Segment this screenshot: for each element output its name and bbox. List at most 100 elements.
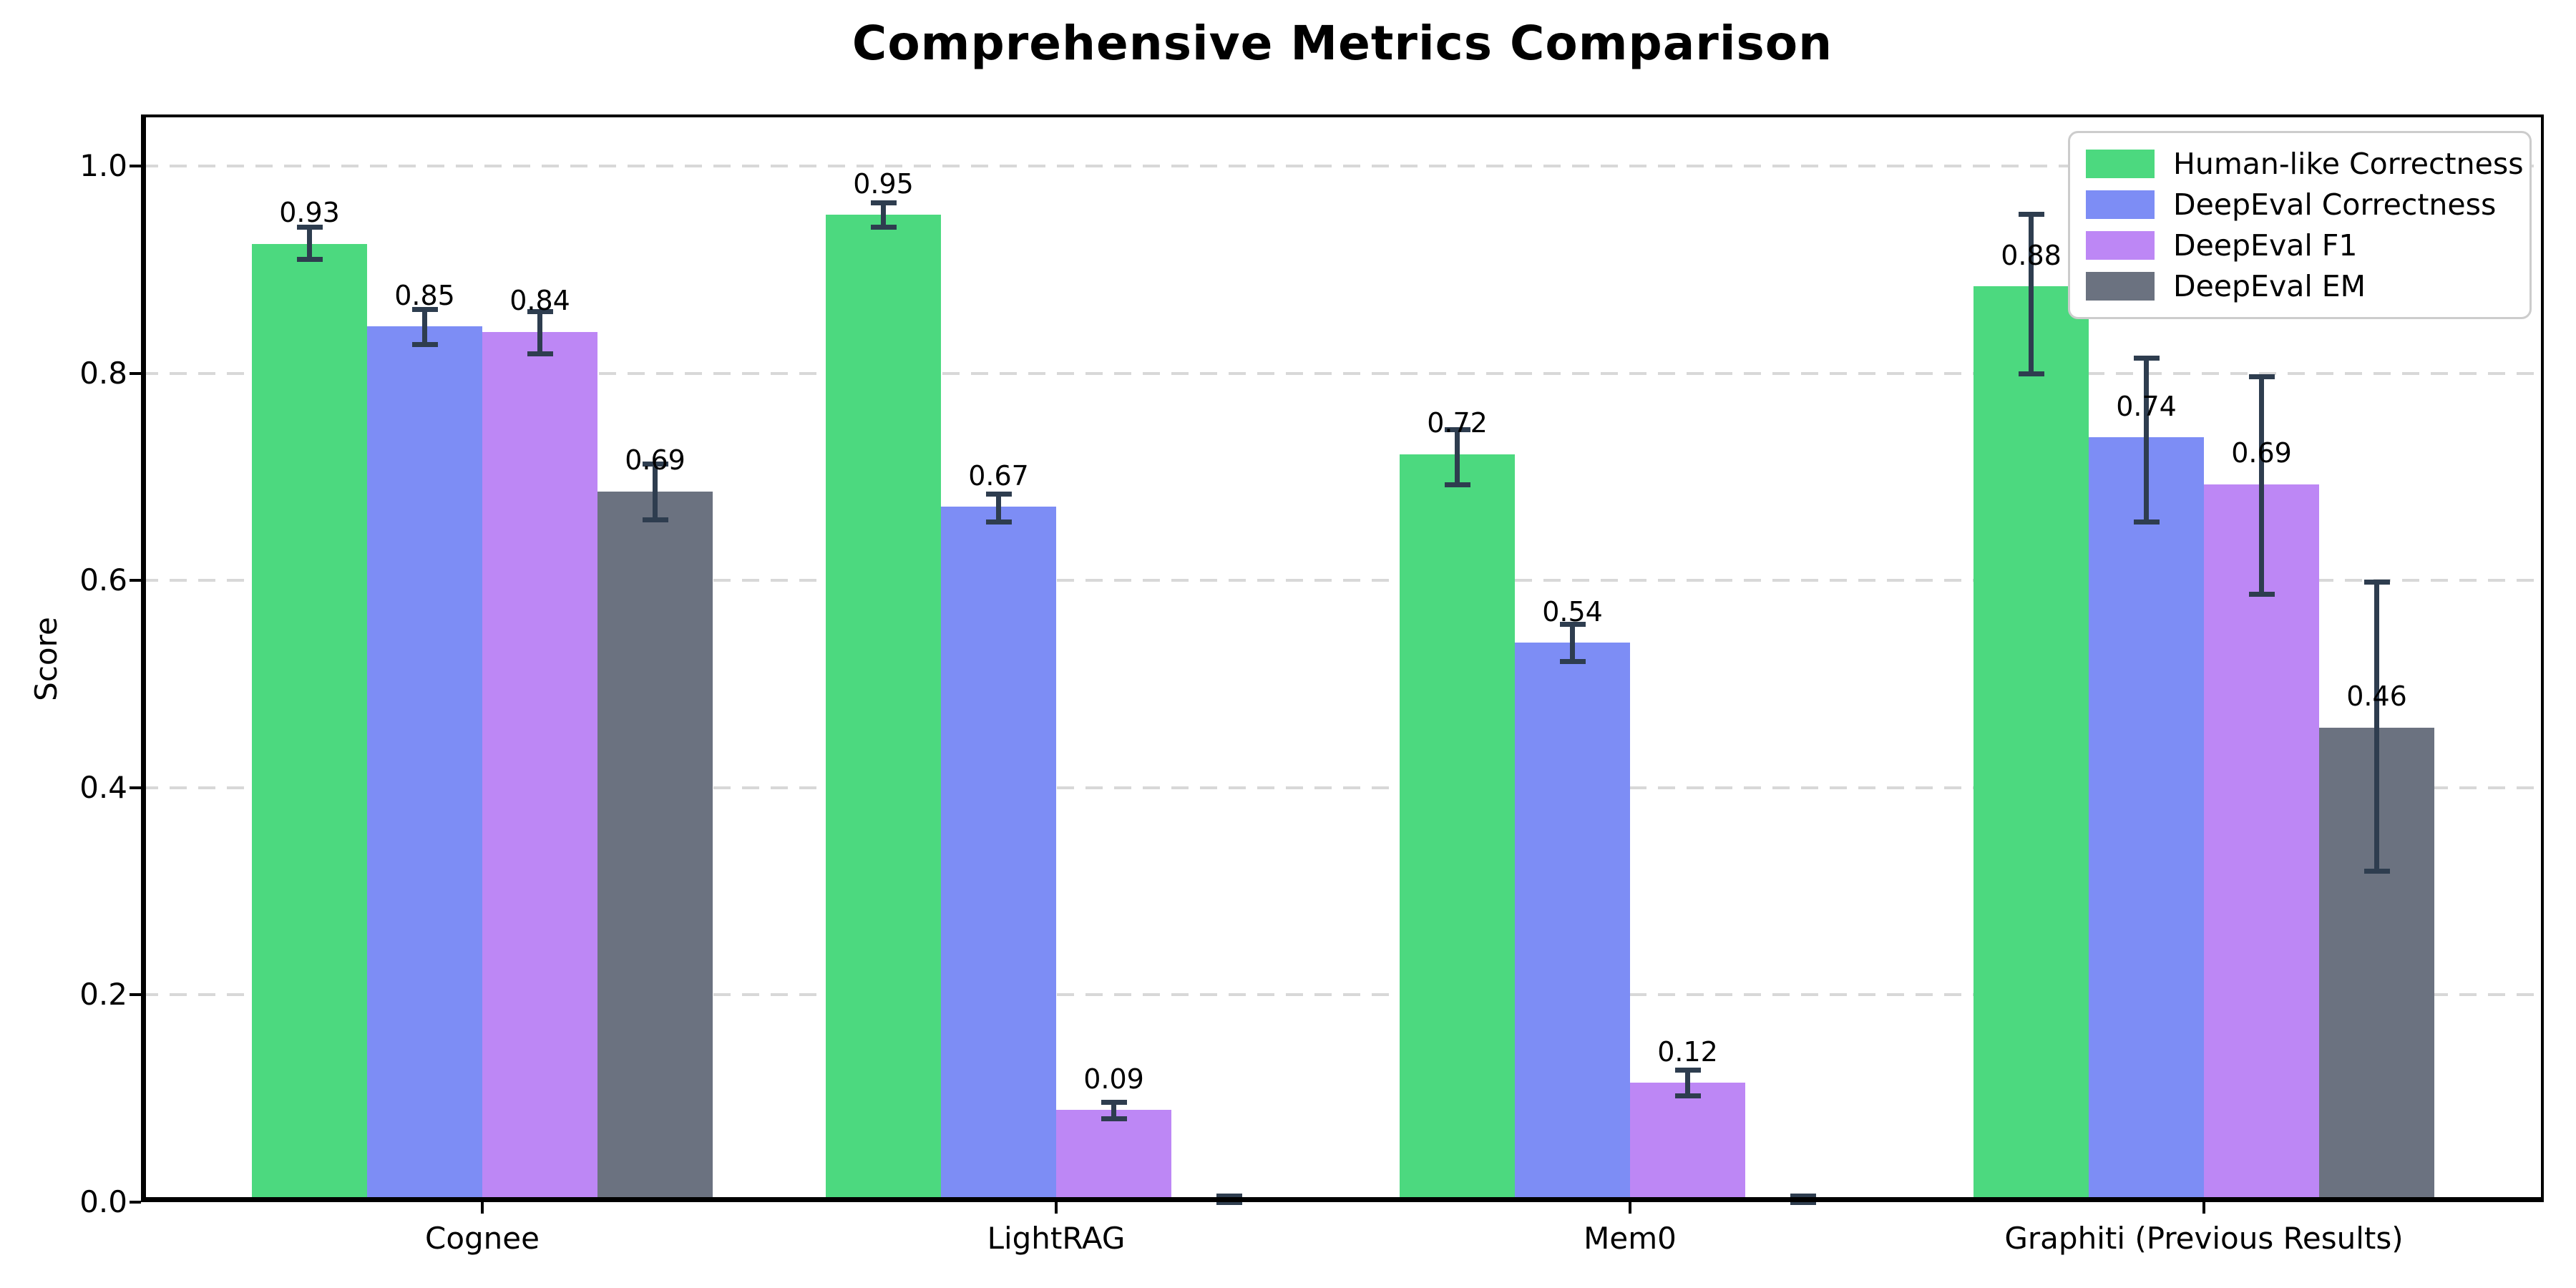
legend-swatch — [2086, 231, 2155, 260]
error-bar-cap-top — [1216, 1194, 1242, 1199]
bar-value-label: 0.69 — [2231, 437, 2292, 469]
legend-swatch — [2086, 149, 2155, 178]
error-bar — [1570, 624, 1575, 662]
x-tick-label: LightRAG — [987, 1221, 1126, 1256]
error-bar-cap-bottom — [2133, 519, 2160, 525]
bar-value-label: 0.93 — [279, 197, 340, 229]
error-bar-cap-top — [985, 491, 1012, 497]
bar-value-label: 0.09 — [1083, 1063, 1144, 1095]
error-bar-cap-bottom — [1216, 1200, 1242, 1205]
bar-value-label: 0.46 — [2346, 680, 2407, 713]
bar — [1515, 643, 1630, 1202]
error-bar-cap-bottom — [296, 257, 323, 263]
y-tick-label: 0.8 — [79, 355, 127, 391]
error-bar — [2144, 357, 2149, 522]
y-tick — [130, 993, 141, 997]
error-bar-cap-top — [2133, 355, 2160, 361]
bar-value-label: 0.12 — [1657, 1036, 1718, 1068]
legend-label: DeepEval F1 — [2173, 228, 2358, 263]
error-bar-cap-top — [411, 306, 438, 312]
y-tick — [130, 371, 141, 375]
error-bar — [1111, 1101, 1116, 1118]
error-bar — [2259, 376, 2264, 595]
y-tick — [130, 165, 141, 167]
error-bar-cap-bottom — [1559, 659, 1586, 665]
error-bar-cap-bottom — [411, 342, 438, 348]
gridline — [141, 579, 2544, 582]
error-bar-cap-top — [642, 461, 668, 467]
chart-title: Comprehensive Metrics Comparison — [852, 16, 1833, 71]
y-tick — [130, 579, 141, 582]
legend-item: DeepEval EM — [2086, 269, 2515, 303]
bar — [2204, 484, 2319, 1202]
y-tick-label: 1.0 — [79, 148, 127, 183]
error-bar-cap-top — [1790, 1194, 1816, 1199]
error-bar-cap-top — [2018, 211, 2044, 217]
bar — [597, 491, 713, 1202]
error-bar — [537, 311, 542, 354]
error-bar — [996, 493, 1001, 522]
error-bar-cap-top — [2363, 579, 2390, 585]
bar-value-label: 0.69 — [625, 444, 686, 477]
bar-value-label: 0.67 — [968, 459, 1029, 492]
x-tick-label: Cognee — [425, 1221, 540, 1256]
x-tick — [1055, 1202, 1058, 1214]
y-tick-label: 0.6 — [79, 562, 127, 598]
error-bar-cap-bottom — [2248, 592, 2275, 597]
error-bar — [1685, 1069, 1690, 1096]
x-tick — [2202, 1202, 2205, 1214]
legend-item: DeepEval Correctness — [2086, 187, 2515, 222]
gridline — [141, 165, 2544, 167]
y-tick — [130, 1201, 141, 1204]
x-tick-label: Mem0 — [1584, 1221, 1677, 1256]
error-bar — [881, 202, 886, 228]
error-bar-cap-bottom — [2363, 868, 2390, 874]
y-tick-label: 0.0 — [79, 1184, 127, 1219]
legend-label: Human-like Correctness — [2173, 146, 2524, 181]
error-bar-cap-bottom — [1101, 1116, 1127, 1121]
bar-value-label: 0.88 — [2001, 239, 2062, 271]
error-bar-cap-top — [1674, 1067, 1701, 1073]
error-bar-cap-top — [1559, 622, 1586, 628]
bar — [252, 243, 367, 1202]
y-tick-label: 0.4 — [79, 769, 127, 805]
error-bar — [1455, 429, 1460, 484]
error-bar-cap-top — [527, 308, 553, 314]
error-bar-cap-bottom — [527, 351, 553, 357]
legend-item: Human-like Correctness — [2086, 147, 2524, 181]
bar — [1056, 1110, 1171, 1202]
bar-value-label: 0.72 — [1427, 407, 1488, 439]
x-tick — [1629, 1202, 1631, 1214]
error-bar-cap-bottom — [1790, 1200, 1816, 1205]
error-bar-cap-bottom — [2018, 371, 2044, 376]
gridline — [141, 786, 2544, 789]
error-bar-cap-bottom — [985, 519, 1012, 525]
error-bar — [307, 227, 312, 260]
y-axis-label: Score — [29, 617, 64, 701]
legend-swatch — [2086, 190, 2155, 219]
legend-label: DeepEval EM — [2173, 269, 2366, 304]
error-bar-cap-top — [2248, 374, 2275, 379]
y-tick-label: 0.2 — [79, 977, 127, 1013]
legend-label: DeepEval Correctness — [2173, 187, 2497, 222]
error-bar-cap-top — [870, 200, 897, 205]
error-bar-cap-top — [1444, 426, 1470, 432]
error-bar — [422, 308, 427, 345]
error-bar-cap-bottom — [870, 225, 897, 230]
bar-value-label: 0.85 — [394, 280, 455, 311]
bar-value-label: 0.95 — [853, 167, 914, 200]
error-bar-cap-bottom — [642, 517, 668, 522]
error-bar-cap-bottom — [1444, 482, 1470, 487]
legend-swatch — [2086, 272, 2155, 301]
error-bar — [2029, 213, 2034, 374]
error-bar — [653, 463, 658, 519]
error-bar-cap-top — [296, 225, 323, 230]
bar — [941, 507, 1056, 1202]
x-tick — [481, 1202, 484, 1214]
bar-value-label: 0.74 — [2116, 390, 2177, 422]
bar-value-label: 0.54 — [1542, 595, 1603, 628]
gridline — [141, 371, 2544, 375]
bar — [482, 331, 597, 1202]
bar — [1630, 1083, 1745, 1202]
bar — [367, 326, 482, 1202]
